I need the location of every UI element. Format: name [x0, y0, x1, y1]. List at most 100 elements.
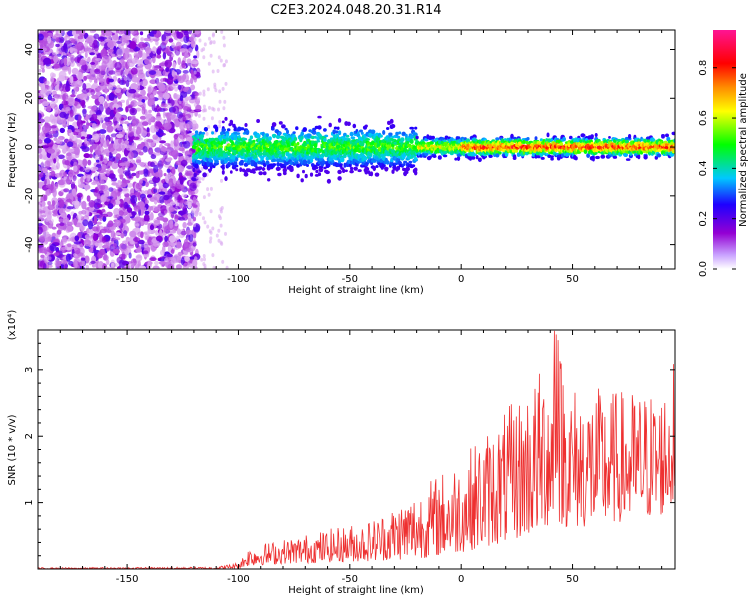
heatmap-cell [193, 55, 198, 59]
heatmap-cell [345, 134, 350, 138]
heatmap-cell [432, 155, 437, 158]
heatmap-cell [74, 33, 80, 42]
heatmap-cell [78, 132, 82, 137]
heatmap-cell [43, 57, 51, 65]
heatmap-cell [189, 182, 197, 192]
heatmap-cell [98, 65, 106, 71]
heatmap-cell [146, 138, 154, 143]
heatmap-cell [135, 101, 144, 106]
heatmap-cell [408, 160, 413, 164]
heatmap-cell [154, 171, 160, 178]
heatmap-cell [93, 215, 98, 225]
heatmap-cell [168, 38, 174, 43]
heatmap-cell [177, 57, 182, 66]
heatmap-cell [58, 199, 65, 209]
heatmap-cell [178, 114, 186, 123]
heatmap-cell [190, 84, 196, 91]
heatmap-cell [177, 251, 184, 256]
heatmap-cell [117, 85, 121, 89]
heatmap-cell [135, 247, 142, 253]
heatmap-cell [103, 252, 107, 261]
heatmap-cell [76, 214, 83, 220]
heatmap-cell [136, 159, 141, 164]
heatmap-cell [214, 88, 218, 93]
heatmap-cell [375, 165, 379, 168]
heatmap-cell [114, 232, 122, 236]
heatmap-cell [229, 170, 233, 174]
heatmap-cell [41, 68, 45, 73]
heatmap-cell [94, 68, 101, 75]
heatmap-cell [67, 148, 75, 153]
heatmap-cell [74, 139, 82, 144]
heatmap-cell [63, 171, 68, 177]
heatmap-cell [158, 83, 166, 92]
heatmap-cell [91, 73, 97, 80]
heatmap-cell [70, 154, 78, 160]
heatmap-cell [121, 187, 128, 192]
heatmap-cell [167, 263, 174, 269]
heatmap-cell [96, 185, 104, 191]
heatmap-cell [192, 242, 197, 247]
heatmap-cell [401, 131, 406, 136]
heatmap-cell [271, 158, 277, 162]
heatmap-cell [84, 51, 88, 58]
heatmap-cell [38, 68, 42, 73]
heatmap-cell [55, 81, 60, 85]
heatmap-cell [71, 200, 80, 206]
heatmap-cell [112, 248, 120, 254]
heatmap-cell [168, 111, 176, 120]
heatmap-cell [65, 106, 71, 112]
heatmap-cell [188, 96, 192, 100]
heatmap-cell [61, 100, 69, 106]
heatmap-cell [148, 147, 154, 155]
heatmap-cell [100, 228, 108, 234]
heatmap-cell [185, 229, 194, 235]
heatmap-cell [120, 136, 126, 144]
heatmap-cell [107, 48, 114, 53]
heatmap-cell [115, 153, 121, 160]
heatmap-cell [72, 77, 78, 82]
heatmap-cell [176, 183, 184, 190]
heatmap-cell [304, 173, 308, 179]
heatmap-cell [325, 170, 330, 175]
heatmap-cell [85, 113, 89, 122]
heatmap-cell [50, 170, 56, 177]
heatmap-cell [204, 108, 208, 113]
heatmap-cell [210, 137, 215, 141]
heatmap-cell [171, 149, 179, 159]
heatmap-cell [66, 141, 74, 148]
heatmap-cell [45, 217, 49, 222]
heatmap-cell [40, 254, 45, 259]
heatmap-cell [207, 61, 211, 66]
heatmap-cell [81, 200, 87, 210]
heatmap-cell [115, 214, 120, 219]
heatmap-cell [144, 221, 149, 225]
heatmap-cell [140, 37, 144, 42]
heatmap-cell [105, 152, 110, 157]
heatmap-cell [124, 140, 130, 145]
heatmap-cell [138, 265, 147, 269]
heatmap-cell [409, 126, 415, 130]
heatmap-cell [162, 92, 170, 100]
heatmap-cell [400, 137, 405, 142]
heatmap-cell [159, 132, 166, 136]
heatmap-cell [102, 140, 110, 148]
heatmap-cell [202, 262, 206, 266]
heatmap-cell [54, 183, 58, 190]
heatmap-cell [99, 179, 105, 184]
heatmap-cell [144, 210, 150, 215]
heatmap-cell [350, 136, 356, 140]
heatmap-cell [63, 57, 68, 67]
heatmap-cell [89, 135, 93, 139]
heatmap-cell [167, 188, 173, 198]
heatmap-cell [58, 33, 62, 38]
heatmap-cell [95, 221, 102, 225]
heatmap-cell [374, 172, 380, 177]
heatmap-cell [437, 155, 442, 160]
heatmap-cell [277, 172, 282, 177]
heatmap-cell [104, 31, 113, 37]
heatmap-cell [84, 167, 90, 173]
heatmap-cell [158, 93, 164, 101]
heatmap-cell [152, 30, 157, 35]
heatmap-cell [69, 109, 74, 118]
